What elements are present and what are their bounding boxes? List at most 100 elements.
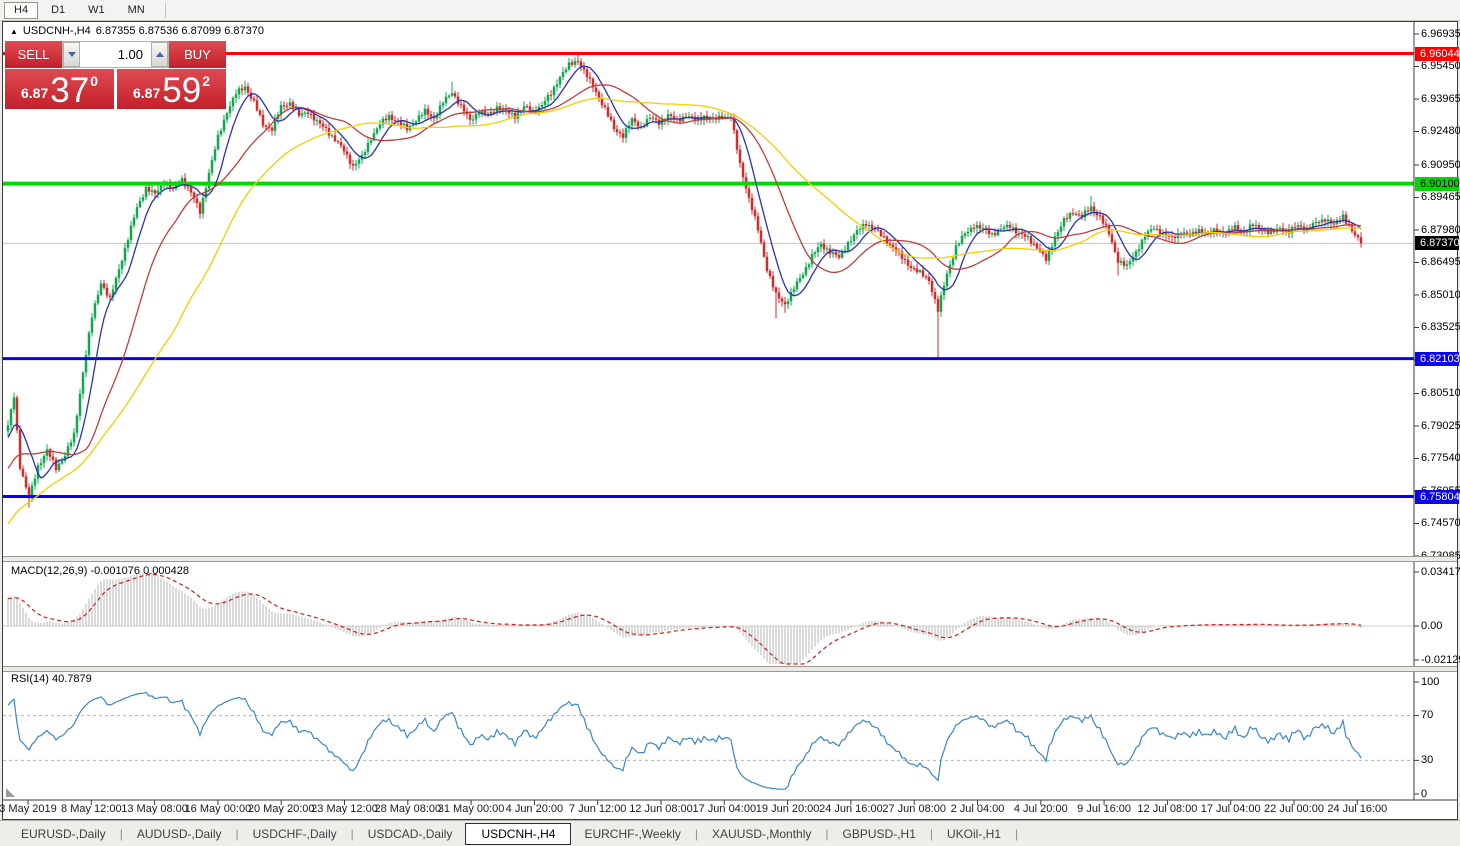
toolbar-separator xyxy=(164,2,166,18)
chart-tab-bar: EURUSD-,Daily | AUDUSD-,Daily | USDCHF-,Dail… xyxy=(0,820,1460,846)
chevron-down-icon xyxy=(67,52,76,61)
chart-tab[interactable]: EURCHF-,Weekly xyxy=(584,826,681,841)
chart-tab[interactable]: USDCHF-,Daily xyxy=(252,826,337,841)
rsi-label: RSI(14) 40.7879 xyxy=(11,673,92,685)
price-tick-label: 6.85010 xyxy=(1421,288,1460,301)
indicator-tick-label: -0.021296 xyxy=(1421,654,1460,666)
panel-splitter[interactable] xyxy=(3,666,1457,672)
volume-decrease-button[interactable] xyxy=(63,42,80,67)
indicator-tick-label: 0.00 xyxy=(1421,620,1443,632)
indicator-tick-label: 70 xyxy=(1421,709,1434,722)
chart-tab[interactable]: XAUUSD-,Monthly xyxy=(712,826,812,841)
chevron-up-icon xyxy=(155,48,164,57)
price-tick-label: 6.93965 xyxy=(1421,92,1460,105)
time-label: 7 Jun 12:00 xyxy=(568,803,627,815)
timeframe-button[interactable]: W1 xyxy=(88,4,105,16)
timeframe-button[interactable]: D1 xyxy=(51,4,66,16)
price-tick-label: 6.95450 xyxy=(1421,60,1460,72)
sell-price-big: 37 xyxy=(50,71,90,110)
tab-separator: | xyxy=(694,826,699,841)
time-label: 17 Jul 04:00 xyxy=(1200,803,1261,815)
buy-price-small: 6.87 xyxy=(133,85,161,101)
time-label: 8 May 12:00 xyxy=(61,803,122,815)
macd-label: MACD(12,26,9) -0.001076 0.000428 xyxy=(11,565,189,577)
time-label: 4 Jun 20:00 xyxy=(505,803,564,815)
price-marker: 6.75804 xyxy=(1415,489,1460,504)
buy-price-sup: 2 xyxy=(202,73,210,89)
price-marker: 6.96044 xyxy=(1415,46,1460,61)
tab-separator: | xyxy=(825,826,829,841)
indicator-tick-label: 0 xyxy=(1421,787,1428,800)
panel-splitter[interactable] xyxy=(3,556,1457,562)
chart-canvas[interactable] xyxy=(3,22,1457,819)
time-label: 17 Jun 04:00 xyxy=(692,803,757,815)
volume-field: 1.00 xyxy=(62,41,169,68)
price-tick-label: 6.83525 xyxy=(1421,321,1460,333)
time-label: 12 Jul 08:00 xyxy=(1137,803,1198,815)
buy-price-big: 59 xyxy=(162,71,202,110)
time-label: 2 Jul 04:00 xyxy=(950,803,1005,815)
buy-button[interactable]: BUY xyxy=(169,41,226,68)
price-tick-label: 6.90950 xyxy=(1421,158,1460,171)
time-label: 9 Jul 16:00 xyxy=(1077,803,1132,815)
price-marker: 6.90100 xyxy=(1415,176,1460,191)
time-label: 27 Jun 08:00 xyxy=(882,803,946,815)
time-label: 13 May 08:00 xyxy=(121,803,188,815)
sell-button[interactable]: SELL xyxy=(5,41,62,68)
price-tick-label: 6.96935 xyxy=(1421,27,1460,40)
time-label: 16 May 00:00 xyxy=(184,803,252,815)
tab-separator: | xyxy=(350,826,354,841)
symbol-title: USDCNH-,H4 xyxy=(22,25,91,37)
indicator-tick-label: 0.034174 xyxy=(1421,566,1460,578)
timeframe-button[interactable]: H4 xyxy=(4,1,39,19)
tab-separator: | xyxy=(235,826,239,841)
buy-price-display[interactable]: 6.87 59 2 xyxy=(117,69,226,109)
timeframe-toolbar: H4 D1 W1 MN xyxy=(0,0,1460,21)
price-tick-label: 6.86495 xyxy=(1421,256,1460,268)
price-tick-label: 6.74570 xyxy=(1421,517,1460,529)
price-tick-label: 6.87980 xyxy=(1421,223,1460,236)
chart-tab-active[interactable]: USDCNH-,H4 xyxy=(465,822,572,845)
time-label: 19 Jun 20:00 xyxy=(755,803,820,815)
sell-price-display[interactable]: 6.87 37 0 xyxy=(5,69,114,109)
price-marker: 6.82103 xyxy=(1415,351,1460,366)
time-label: 22 Jul 00:00 xyxy=(1264,803,1324,815)
time-label: 4 Jul 20:00 xyxy=(1013,803,1068,815)
time-label: 23 May 12:00 xyxy=(311,803,378,815)
time-label: 24 Jun 16:00 xyxy=(819,803,883,815)
price-direction-icon: ▲ xyxy=(10,26,18,36)
price-tick-label: 6.77540 xyxy=(1421,452,1460,464)
chart-tab[interactable]: GBPUSD-,H1 xyxy=(842,826,916,841)
volume-input[interactable]: 1.00 xyxy=(117,47,143,62)
sell-price-sup: 0 xyxy=(90,73,98,89)
tab-separator: | xyxy=(1015,826,1019,841)
indicator-tick-label: 100 xyxy=(1421,676,1440,688)
time-label: 31 May 00:00 xyxy=(437,803,505,815)
chart-tab[interactable]: UKOil-,H1 xyxy=(947,826,1002,841)
chart-tab[interactable]: EURUSD-,Daily xyxy=(21,826,106,841)
tab-separator: | xyxy=(929,826,933,841)
chart-tab[interactable]: AUDUSD-,Daily xyxy=(136,826,222,841)
price-tick-label: 6.92480 xyxy=(1421,125,1460,137)
time-label: 3 May 2019 xyxy=(0,803,57,815)
time-label: 20 May 20:00 xyxy=(247,803,315,815)
price-marker: 6.87370 xyxy=(1415,236,1460,251)
timeframe-button[interactable]: MN xyxy=(127,4,145,16)
chart-window: ▲ USDCNH-,H4 6.87355 6.87536 6.87099 6.8… xyxy=(0,21,1460,820)
volume-increase-button[interactable] xyxy=(151,42,168,67)
indicator-tick-label: 30 xyxy=(1421,753,1434,766)
sell-price-small: 6.87 xyxy=(21,85,49,101)
chart-tab[interactable]: USDCAD-,Daily xyxy=(367,826,453,841)
ohlc-readout: 6.87355 6.87536 6.87099 6.87370 xyxy=(95,25,264,37)
time-label: 12 Jun 08:00 xyxy=(629,803,693,815)
tab-separator: | xyxy=(119,826,123,841)
time-label: 28 May 08:00 xyxy=(374,803,442,815)
time-label: 24 Jul 16:00 xyxy=(1327,803,1388,815)
symbol-header: ▲ USDCNH-,H4 6.87355 6.87536 6.87099 6.8… xyxy=(10,25,264,37)
price-tick-label: 6.89465 xyxy=(1421,191,1460,203)
price-tick-label: 6.80510 xyxy=(1421,387,1460,399)
one-click-trading-panel: SELL 1.00 BUY 6.87 37 0 6.87 59 2 xyxy=(5,41,226,109)
scroll-marker-icon xyxy=(6,788,15,797)
price-tick-label: 6.79025 xyxy=(1421,419,1460,432)
